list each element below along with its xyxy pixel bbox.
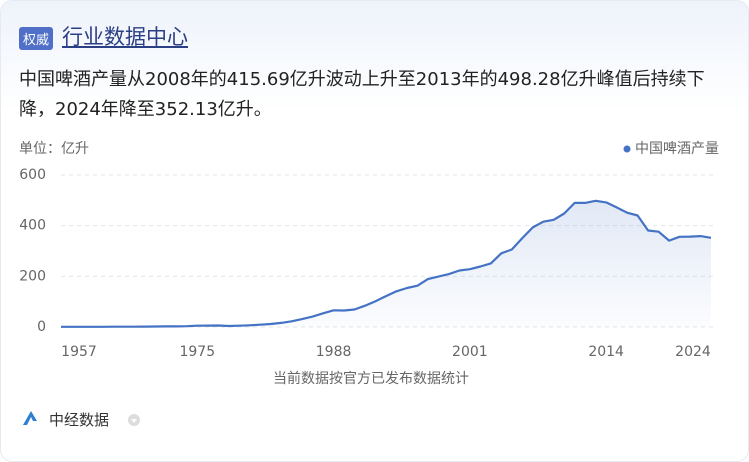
badge: 权威 [19, 27, 54, 50]
legend-label: 中国啤酒产量 [635, 141, 719, 157]
legend-marker [623, 145, 631, 153]
y-tick-label: 400 [19, 218, 46, 234]
summary: 中国啤酒产量从2008年的415.69亿升波动上升至2013年的498.28亿升… [19, 69, 705, 120]
page-title[interactable]: 行业数据中心 [62, 25, 188, 49]
unit-label: 单位：亿升 [19, 141, 89, 157]
source-name: 中经数据 [49, 411, 110, 429]
x-tick-label: 1988 [316, 344, 352, 360]
x-tick-label: 2001 [452, 344, 488, 360]
x-tick-label: 1957 [61, 344, 97, 360]
x-axis-caption: 当前数据按官方已发布数据统计 [273, 370, 469, 387]
x-tick-label: 1975 [179, 344, 215, 360]
y-tick-label: 200 [19, 268, 46, 284]
line [61, 199, 712, 328]
area [61, 200, 711, 327]
y-tick-label: 0 [37, 319, 46, 335]
x-tick-label: 2024 [675, 344, 711, 360]
source-logo [23, 411, 140, 426]
x-tick-label: 2014 [588, 344, 624, 360]
y-tick-label: 600 [19, 167, 46, 183]
